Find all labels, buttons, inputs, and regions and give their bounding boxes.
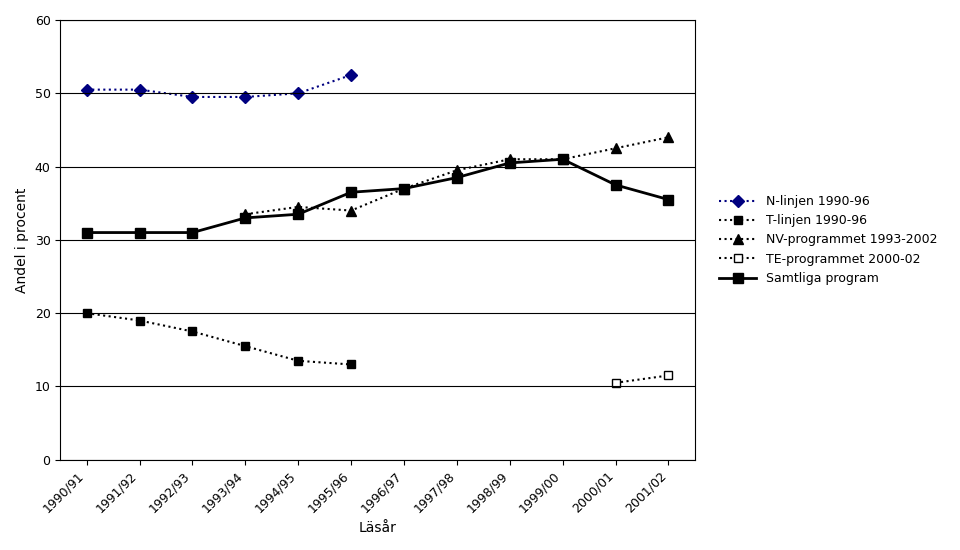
Samtliga program bbox=[451, 174, 463, 181]
N-linjen 1990-96 bbox=[240, 94, 252, 100]
T-linjen 1990-96 bbox=[81, 310, 92, 316]
Legend: N-linjen 1990-96, T-linjen 1990-96, NV-programmet 1993-2002, TE-programmet 2000-: N-linjen 1990-96, T-linjen 1990-96, NV-p… bbox=[714, 190, 943, 290]
Line: TE-programmet 2000-02: TE-programmet 2000-02 bbox=[612, 371, 673, 387]
Samtliga program bbox=[504, 160, 516, 166]
Line: NV-programmet 1993-2002: NV-programmet 1993-2002 bbox=[241, 133, 673, 219]
Samtliga program bbox=[346, 189, 357, 196]
Line: N-linjen 1990-96: N-linjen 1990-96 bbox=[83, 71, 355, 101]
Samtliga program bbox=[293, 211, 304, 218]
N-linjen 1990-96 bbox=[293, 90, 304, 97]
N-linjen 1990-96 bbox=[187, 94, 199, 100]
Samtliga program bbox=[133, 229, 145, 236]
T-linjen 1990-96 bbox=[133, 317, 145, 324]
NV-programmet 1993-2002 bbox=[293, 204, 304, 210]
NV-programmet 1993-2002 bbox=[610, 145, 621, 152]
Line: Samtliga program: Samtliga program bbox=[82, 155, 673, 238]
Samtliga program bbox=[187, 229, 199, 236]
Line: T-linjen 1990-96: T-linjen 1990-96 bbox=[83, 309, 355, 368]
N-linjen 1990-96 bbox=[133, 86, 145, 93]
N-linjen 1990-96 bbox=[346, 72, 357, 78]
Samtliga program bbox=[398, 185, 410, 192]
NV-programmet 1993-2002 bbox=[662, 134, 674, 141]
TE-programmet 2000-02 bbox=[610, 379, 621, 386]
NV-programmet 1993-2002 bbox=[451, 167, 463, 174]
X-axis label: Läsår: Läsår bbox=[359, 521, 396, 535]
T-linjen 1990-96 bbox=[346, 361, 357, 368]
NV-programmet 1993-2002 bbox=[346, 207, 357, 214]
Samtliga program bbox=[610, 182, 621, 188]
NV-programmet 1993-2002 bbox=[557, 156, 568, 163]
T-linjen 1990-96 bbox=[187, 328, 199, 335]
Samtliga program bbox=[662, 196, 674, 203]
Samtliga program bbox=[81, 229, 92, 236]
T-linjen 1990-96 bbox=[240, 343, 252, 349]
NV-programmet 1993-2002 bbox=[504, 156, 516, 163]
Y-axis label: Andel i procent: Andel i procent bbox=[15, 187, 29, 293]
Samtliga program bbox=[240, 214, 252, 221]
N-linjen 1990-96 bbox=[81, 86, 92, 93]
NV-programmet 1993-2002 bbox=[398, 185, 410, 192]
Samtliga program bbox=[557, 156, 568, 163]
T-linjen 1990-96 bbox=[293, 358, 304, 364]
NV-programmet 1993-2002 bbox=[240, 211, 252, 218]
TE-programmet 2000-02 bbox=[662, 372, 674, 379]
